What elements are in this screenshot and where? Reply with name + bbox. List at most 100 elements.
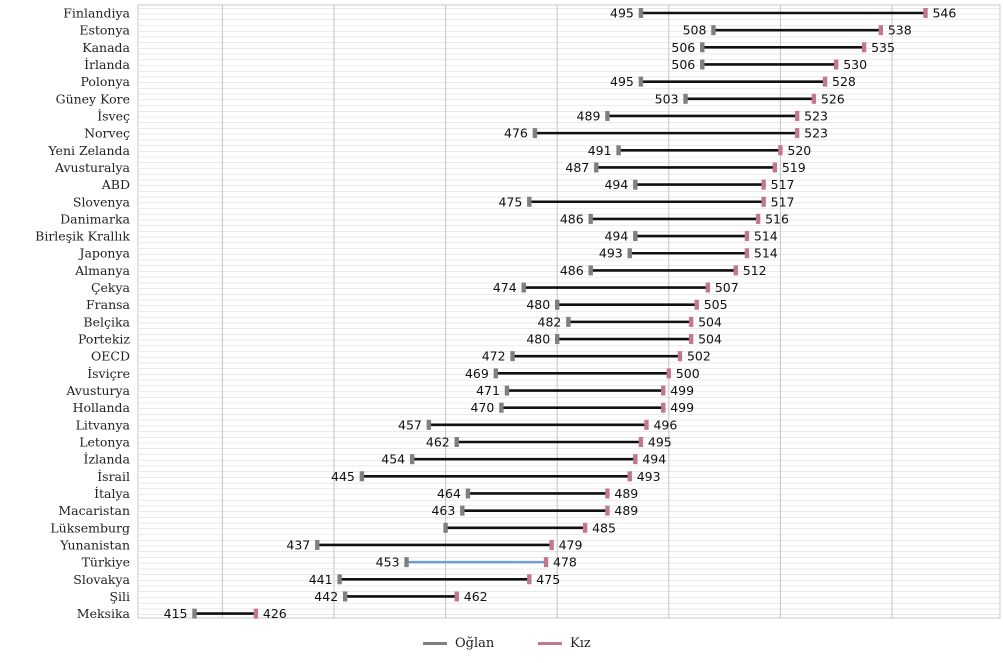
country-label: İsrail <box>97 469 130 484</box>
row-17: Fransa 480 505 <box>86 297 728 312</box>
marker-oglan <box>638 8 644 18</box>
value-label-oglan: 442 <box>314 589 338 604</box>
value-label-oglan: 474 <box>493 280 517 295</box>
value-label-oglan: 494 <box>604 177 628 192</box>
marker-kiz <box>733 265 738 276</box>
row-6: İsveç 489 523 <box>97 108 828 123</box>
vertical-gridlines <box>221 5 893 618</box>
marker-oglan <box>342 591 348 602</box>
marker-kiz <box>582 522 588 533</box>
marker-oglan <box>454 437 459 447</box>
country-label: Çekya <box>91 280 131 295</box>
country-label: ABD <box>101 177 130 192</box>
country-label: Fransa <box>86 297 131 312</box>
country-label: Kanada <box>82 40 130 55</box>
marker-oglan <box>555 334 560 345</box>
marker-kiz <box>705 282 711 293</box>
row-4: Polonya 495 528 <box>80 74 855 89</box>
value-label-kiz: 426 <box>263 606 287 621</box>
value-label-oglan: 475 <box>498 194 522 209</box>
row-14: Japonya 493 514 <box>77 246 777 261</box>
value-label-oglan: 476 <box>504 126 528 141</box>
value-label-oglan: 472 <box>482 349 506 364</box>
marker-oglan <box>700 42 705 53</box>
marker-oglan <box>700 59 705 70</box>
value-label-oglan: 464 <box>437 486 461 501</box>
marker-oglan <box>504 385 510 396</box>
row-27: İsrail 445 493 <box>97 469 660 484</box>
value-label-kiz: 502 <box>687 349 711 364</box>
marker-kiz <box>633 454 638 465</box>
marker-kiz <box>772 162 778 173</box>
row-3: İrlanda 506 530 <box>84 57 867 72</box>
row-5: Güney Kore 503 526 <box>56 91 845 106</box>
marker-kiz <box>543 557 549 568</box>
value-label-kiz: 526 <box>821 91 845 106</box>
value-label-oglan: 469 <box>465 366 489 381</box>
row-30: Lüksemburg 485 <box>50 520 616 535</box>
marker-kiz <box>627 471 632 482</box>
country-label: Avusturya <box>65 383 130 398</box>
value-label-kiz: 517 <box>771 194 795 209</box>
chart-rows: Finlandiya 495 546 Estonya 508 538 Kanada 506 53… <box>35 6 956 622</box>
value-label-kiz: 485 <box>592 520 616 535</box>
value-label-oglan: 506 <box>671 57 695 72</box>
country-label: Letonya <box>79 435 130 450</box>
marker-oglan <box>465 488 471 499</box>
value-label-oglan: 495 <box>610 74 634 89</box>
value-label-kiz: 512 <box>743 263 767 278</box>
row-19: Portekiz 480 504 <box>78 332 722 347</box>
legend: Oğlan Kız <box>0 636 1003 660</box>
row-12: Danimarka 486 516 <box>60 211 789 226</box>
value-label-oglan: 489 <box>577 108 601 123</box>
value-label-oglan: 482 <box>538 314 562 329</box>
country-label: Türkiye <box>82 555 130 570</box>
value-label-kiz: 514 <box>754 229 778 244</box>
country-label: Avusturalya <box>54 160 131 175</box>
country-label: Güney Kore <box>56 91 130 106</box>
legend-swatch-kiz <box>538 642 562 645</box>
marker-oglan <box>315 539 320 550</box>
value-label-oglan: 470 <box>471 400 495 415</box>
country-label: OECD <box>91 349 130 364</box>
value-label-oglan: 441 <box>309 572 333 587</box>
marker-kiz <box>253 608 259 619</box>
marker-oglan <box>616 145 621 156</box>
marker-oglan <box>594 162 599 173</box>
value-label-oglan: 503 <box>655 91 679 106</box>
country-label: İrlanda <box>84 57 130 72</box>
marker-oglan <box>510 351 515 362</box>
row-33: Slovakya 441 475 <box>73 572 560 587</box>
row-21: İsviçre 469 500 <box>87 366 700 381</box>
value-label-kiz: 499 <box>670 383 694 398</box>
marker-oglan <box>192 608 197 619</box>
marker-oglan <box>404 557 409 568</box>
marker-kiz <box>688 316 694 327</box>
legend-label-kiz: Kız <box>570 636 591 651</box>
value-label-kiz: 493 <box>637 469 661 484</box>
marker-kiz <box>755 213 761 224</box>
marker-kiz <box>644 419 649 430</box>
marker-oglan <box>521 282 526 293</box>
country-label: Litvanya <box>76 417 131 432</box>
marker-oglan <box>627 248 632 259</box>
value-label-kiz: 504 <box>698 314 722 329</box>
country-label: Slovakya <box>73 572 130 587</box>
marker-oglan <box>566 316 571 327</box>
marker-kiz <box>605 488 610 499</box>
value-label-oglan: 493 <box>599 246 623 261</box>
country-label: İsveç <box>97 108 130 123</box>
marker-kiz <box>666 368 671 379</box>
row-7: Norveç 476 523 <box>84 126 828 141</box>
value-label-oglan: 463 <box>431 503 455 518</box>
row-15: Almanya 486 512 <box>74 263 767 278</box>
value-label-kiz: 495 <box>648 435 672 450</box>
marker-oglan <box>443 522 448 533</box>
marker-kiz <box>605 505 610 516</box>
row-32: Türkiye 453 478 <box>82 555 577 570</box>
country-label: Slovenya <box>73 194 131 209</box>
value-label-oglan: 453 <box>376 555 400 570</box>
value-label-oglan: 457 <box>398 417 422 432</box>
marker-kiz <box>661 402 666 413</box>
value-label-kiz: 530 <box>843 57 867 72</box>
